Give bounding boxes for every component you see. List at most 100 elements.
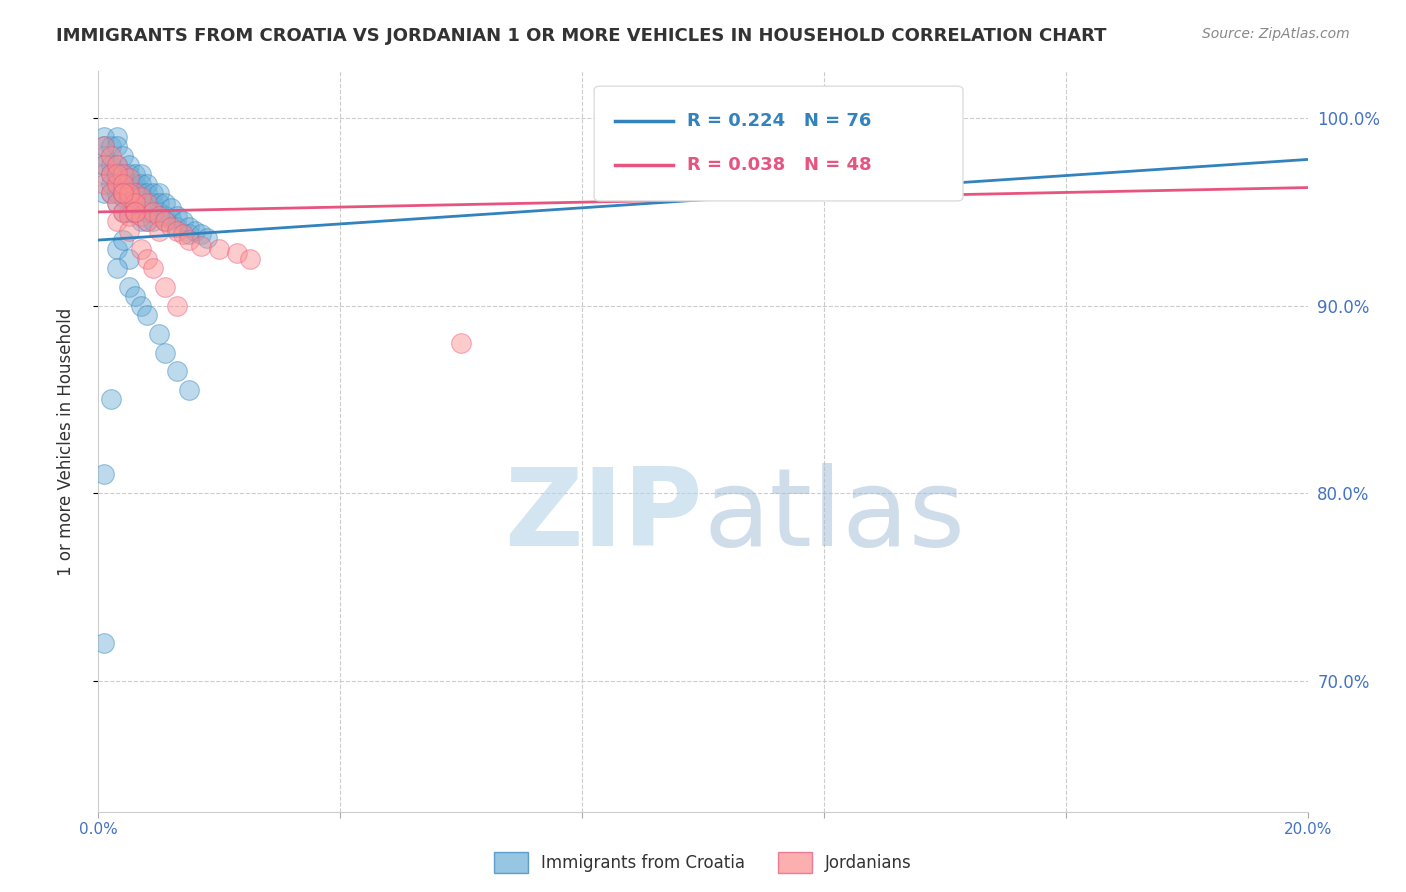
Point bbox=[100, 139, 122, 153]
Point bbox=[142, 261, 165, 276]
Point bbox=[129, 243, 152, 257]
Point bbox=[93, 139, 115, 153]
Point bbox=[172, 227, 194, 242]
Point bbox=[124, 205, 146, 219]
Point bbox=[142, 195, 165, 210]
Point bbox=[93, 177, 115, 191]
Point bbox=[100, 158, 122, 172]
Point bbox=[148, 209, 170, 223]
Point bbox=[93, 186, 115, 201]
Point bbox=[111, 205, 134, 219]
Point bbox=[129, 168, 152, 182]
Point bbox=[153, 280, 176, 294]
Point bbox=[179, 227, 201, 242]
Point bbox=[135, 205, 157, 219]
Point bbox=[124, 195, 146, 210]
Point bbox=[93, 149, 115, 163]
Point bbox=[142, 186, 165, 201]
Point bbox=[129, 214, 152, 228]
Point bbox=[105, 158, 128, 172]
Point bbox=[118, 209, 141, 223]
Point bbox=[111, 168, 134, 182]
Point bbox=[129, 299, 152, 313]
Point bbox=[105, 158, 128, 172]
Point bbox=[160, 201, 183, 215]
Point bbox=[111, 190, 134, 204]
Point bbox=[118, 171, 141, 186]
Legend: Immigrants from Croatia, Jordanians: Immigrants from Croatia, Jordanians bbox=[488, 846, 918, 880]
Point bbox=[105, 139, 128, 153]
Point bbox=[100, 392, 122, 407]
Point bbox=[190, 238, 212, 252]
Point bbox=[111, 205, 134, 219]
Point bbox=[129, 177, 152, 191]
Point bbox=[93, 158, 115, 172]
Point bbox=[148, 195, 170, 210]
Point bbox=[111, 186, 134, 201]
Point bbox=[118, 224, 141, 238]
Point bbox=[124, 205, 146, 219]
Point bbox=[184, 224, 207, 238]
Point bbox=[118, 168, 141, 182]
Point bbox=[160, 212, 183, 227]
Point bbox=[153, 209, 176, 223]
Point bbox=[118, 205, 141, 219]
Point bbox=[135, 214, 157, 228]
Point bbox=[105, 243, 128, 257]
Point bbox=[118, 190, 141, 204]
Point bbox=[118, 186, 141, 201]
Point bbox=[100, 149, 122, 163]
Point bbox=[239, 252, 262, 266]
Point bbox=[135, 195, 157, 210]
Point bbox=[100, 168, 122, 182]
Point bbox=[124, 205, 146, 219]
Point bbox=[135, 308, 157, 322]
Point bbox=[111, 186, 134, 201]
Point bbox=[111, 186, 134, 201]
Point bbox=[100, 186, 122, 201]
Point bbox=[105, 177, 128, 191]
Point bbox=[118, 158, 141, 172]
Point bbox=[111, 177, 134, 191]
Point bbox=[160, 219, 183, 234]
Point bbox=[124, 186, 146, 201]
Point bbox=[148, 186, 170, 201]
Point bbox=[166, 364, 188, 378]
Point bbox=[100, 177, 122, 191]
Point bbox=[129, 209, 152, 223]
Point bbox=[118, 177, 141, 191]
Point bbox=[105, 130, 128, 145]
Point bbox=[135, 195, 157, 210]
Point bbox=[135, 252, 157, 266]
Point bbox=[118, 280, 141, 294]
Point bbox=[208, 243, 231, 257]
Point bbox=[118, 186, 141, 201]
Point bbox=[118, 252, 141, 266]
Point bbox=[105, 177, 128, 191]
Point bbox=[93, 139, 115, 153]
Point bbox=[142, 214, 165, 228]
Point bbox=[166, 209, 188, 223]
Point bbox=[111, 149, 134, 163]
Point bbox=[190, 227, 212, 242]
FancyBboxPatch shape bbox=[595, 87, 963, 201]
Point bbox=[93, 168, 115, 182]
Y-axis label: 1 or more Vehicles in Household: 1 or more Vehicles in Household bbox=[56, 308, 75, 575]
Point bbox=[153, 214, 176, 228]
Point bbox=[105, 168, 128, 182]
Text: atlas: atlas bbox=[703, 463, 965, 568]
Text: Source: ZipAtlas.com: Source: ZipAtlas.com bbox=[1202, 27, 1350, 41]
Point bbox=[172, 214, 194, 228]
Point bbox=[135, 214, 157, 228]
Point bbox=[179, 219, 201, 234]
Point bbox=[148, 224, 170, 238]
Point bbox=[111, 168, 134, 182]
Point bbox=[153, 214, 176, 228]
Point bbox=[105, 195, 128, 210]
Point bbox=[631, 171, 654, 186]
Point bbox=[179, 383, 201, 397]
Text: ZIP: ZIP bbox=[505, 463, 703, 568]
Text: R = 0.224   N = 76: R = 0.224 N = 76 bbox=[688, 112, 872, 130]
Point bbox=[166, 219, 188, 234]
Point bbox=[105, 186, 128, 201]
